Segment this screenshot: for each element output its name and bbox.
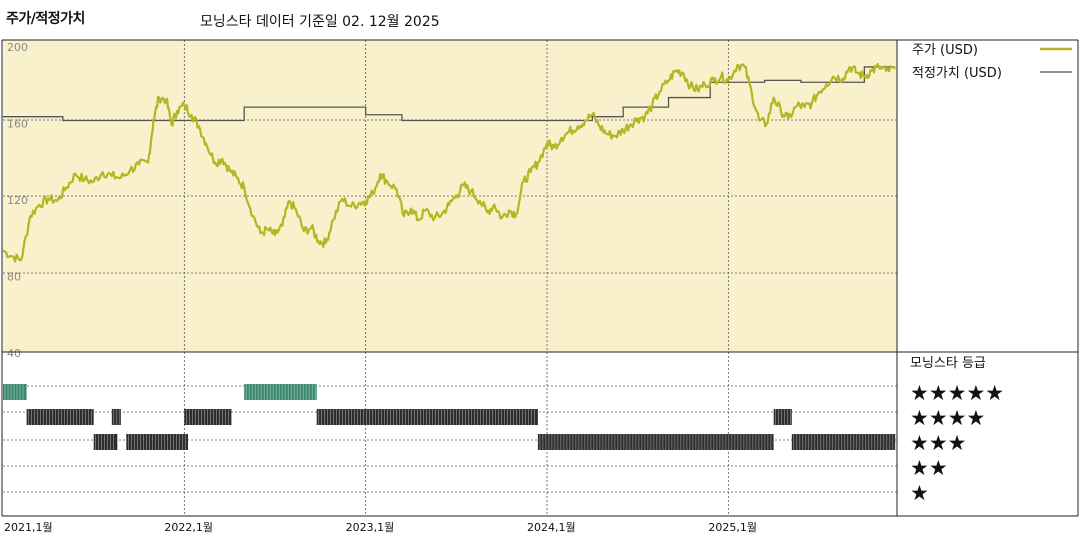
rating-bar-4: [184, 409, 232, 425]
chart-title: 주가/적정가치: [6, 11, 85, 27]
rating-bar-5: [3, 384, 27, 400]
rating-stars-3: ★★★: [910, 431, 966, 455]
legend-price-label: 주가 (USD): [912, 43, 978, 58]
rating-stars-1: ★: [910, 481, 929, 505]
y-tick-label: 120: [7, 194, 28, 207]
y-tick-label: 200: [7, 41, 28, 54]
rating-section-label: 모닝스타 등급: [910, 356, 986, 371]
fair-value-line: [3, 66, 896, 122]
x-tick-label: 2025,1월: [708, 521, 757, 534]
rating-bar-5: [244, 384, 317, 400]
legend-fair-value-label: 적정가치 (USD): [912, 66, 1002, 81]
y-tick-label: 80: [7, 271, 21, 284]
rating-stars-4: ★★★★: [910, 406, 985, 430]
rating-bar-4: [773, 409, 792, 425]
rating-bar-4: [26, 409, 94, 425]
rating-bar-4: [316, 409, 538, 425]
y-tick-label: 40: [7, 347, 21, 360]
x-tick-label: 2022,1월: [164, 521, 213, 534]
x-tick-label: 2024,1월: [527, 521, 576, 534]
rating-bar-3: [126, 434, 188, 450]
rating-stars-5: ★★★★★: [910, 381, 1004, 405]
y-tick-label: 160: [7, 118, 28, 131]
x-tick-label: 2023,1월: [346, 521, 395, 534]
x-tick-label: 2021,1월: [4, 521, 53, 534]
rating-bar-3: [93, 434, 118, 450]
price-panel-background: [3, 40, 897, 352]
rating-bar-3: [791, 434, 896, 450]
rating-stars-2: ★★: [910, 456, 948, 480]
chart-subtitle: 모닝스타 데이터 기준일 02. 12월 2025: [200, 14, 440, 30]
rating-bar-4: [111, 409, 121, 425]
price-line: [2, 62, 897, 263]
rating-bar-3: [537, 434, 774, 450]
